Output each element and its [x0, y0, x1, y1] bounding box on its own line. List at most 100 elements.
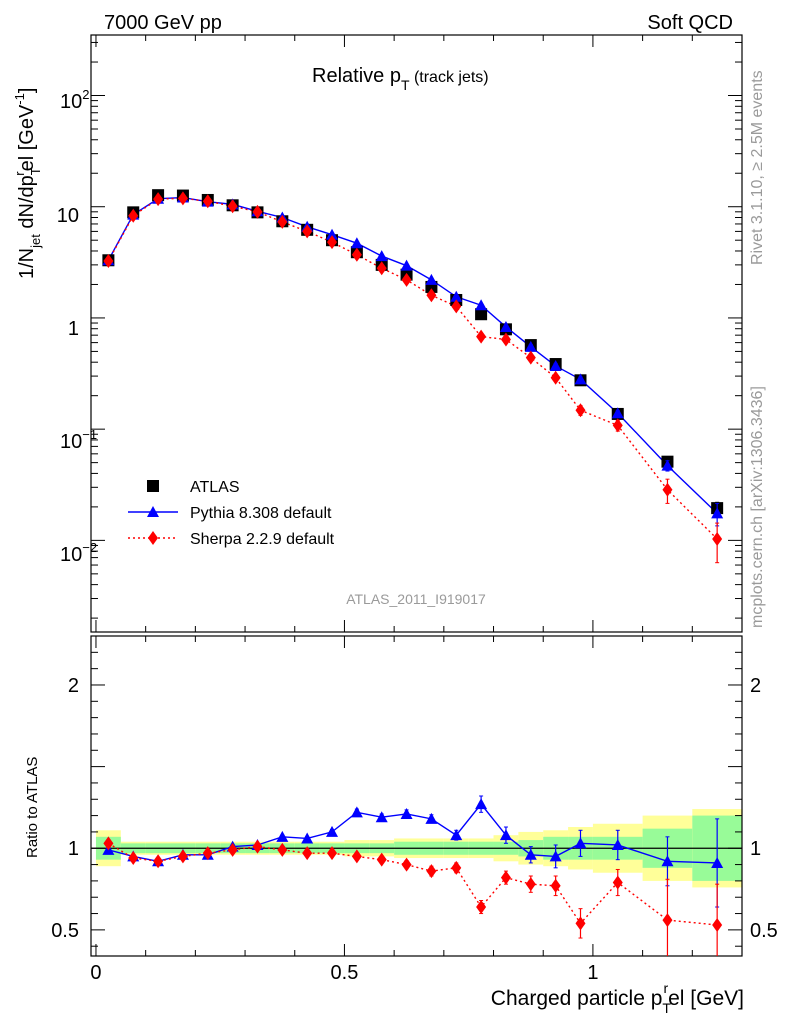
ratio-point-pythia-9 [326, 825, 339, 837]
ratio-ytick-label-right-0.5: 0.5 [750, 920, 778, 942]
main-point-sherpa-10 [351, 247, 362, 262]
main-point-sherpa-19 [575, 403, 586, 418]
ratio-ytick-label-left-1: 1 [68, 838, 79, 860]
ratio-point-sherpa-8 [302, 846, 313, 861]
y-label-main: 1/N [16, 248, 38, 279]
main-point-sherpa-14 [451, 299, 462, 314]
ratio-point-sherpa-3 [177, 849, 188, 864]
main-point-sherpa-4 [202, 194, 213, 209]
ratio-point-sherpa-7 [277, 842, 288, 857]
ytick-label-1: 1 [68, 318, 79, 340]
ratio-point-sherpa-14 [451, 860, 462, 875]
legend-pythia-label: Pythia 8.308 default [190, 505, 332, 522]
ytick-label-1e2: 102 [60, 87, 89, 113]
ratio-point-sherpa-4 [202, 846, 213, 861]
ratio-point-sherpa-13 [426, 864, 437, 879]
main-data-layer [102, 189, 724, 564]
main-point-sherpa-6 [252, 204, 263, 219]
header-right: Soft QCD [647, 12, 733, 34]
y-axis-label: 1/Njet dN/dpTrel [GeV-1] [12, 88, 43, 279]
ratio-point-sherpa-18 [550, 878, 561, 893]
legend-sherpa-label: Sherpa 2.2.9 default [190, 531, 335, 548]
xtick-label-1: 1 [587, 962, 598, 984]
ratio-point-sherpa-22 [712, 917, 723, 932]
main-point-sherpa-7 [277, 214, 288, 229]
ratio-axis-ticks [91, 636, 743, 956]
main-point-pythia-9 [326, 228, 339, 240]
y-label-mid: dN/dp [16, 175, 38, 234]
mcplots-label: mcplots.cern.ch [arXiv:1306.3436] [749, 386, 766, 628]
ratio-point-sherpa-10 [351, 849, 362, 864]
ratio-point-pythia-13 [425, 812, 438, 824]
x-label-main: Charged particle p [491, 987, 663, 1010]
analysis-label: ATLAS_2011_I919017 [346, 591, 486, 607]
main-panel-frame [90, 34, 743, 633]
x-label-sub: T [662, 1000, 671, 1016]
ratio-point-pythia-21 [661, 855, 674, 867]
main-point-sherpa-8 [302, 224, 313, 239]
ratio-point-pythia-19 [574, 837, 587, 849]
main-point-sherpa-1 [128, 208, 139, 223]
ratio-point-sherpa-12 [401, 857, 412, 872]
main-point-sherpa-5 [227, 199, 238, 214]
plot-title-sub: T [401, 77, 410, 93]
legend-pythia-marker [147, 506, 159, 517]
ratio-point-sherpa-2 [153, 854, 164, 869]
ratio-y-tick-labels: 0.5 0.5 1 1 2 2 [51, 675, 778, 942]
ratio-y-axis-label: Ratio to ATLAS [24, 757, 41, 858]
ratio-point-pythia-11 [375, 811, 388, 823]
main-line-pythia [107, 196, 718, 514]
ratio-point-pythia-10 [350, 806, 363, 818]
ratio-ytick-label-right-2: 2 [750, 675, 761, 697]
plot-title-suffix: (track jets) [410, 69, 489, 86]
main-point-pythia-11 [375, 250, 388, 262]
main-point-sherpa-3 [177, 191, 188, 206]
main-point-pythia-13 [425, 273, 438, 285]
main-point-sherpa-20 [612, 418, 623, 433]
ratio-point-pythia-20 [611, 838, 624, 850]
ratio-point-sherpa-5 [227, 842, 238, 857]
main-point-pythia-17 [524, 340, 537, 352]
ytick-label-10: 10 [57, 205, 79, 227]
main-point-sherpa-13 [426, 288, 437, 303]
plot-title: Relative pT (track jets) [312, 65, 489, 93]
main-point-pythia-14 [450, 290, 463, 302]
plot-title-main: Relative p [312, 65, 401, 87]
y-label-sub-t: T [28, 167, 43, 175]
ratio-point-pythia-14 [450, 829, 463, 841]
main-axis-ticks [91, 35, 743, 632]
main-point-sherpa-17 [525, 350, 536, 365]
legend-atlas-label: ATLAS [190, 479, 240, 496]
ratio-point-sherpa-6 [252, 839, 263, 854]
x-label-sup: r [663, 980, 668, 996]
main-point-sherpa-22 [712, 531, 723, 546]
ratio-data-layer [102, 795, 724, 956]
main-point-sherpa-21 [662, 482, 673, 497]
ratio-point-sherpa-1 [128, 851, 139, 866]
main-point-pythia-19 [574, 373, 587, 385]
ratio-point-sherpa-16 [500, 870, 511, 885]
main-point-pythia-12 [400, 259, 413, 271]
ratio-point-pythia-18 [549, 850, 562, 862]
main-point-sherpa-15 [476, 329, 487, 344]
ytick-label-1e-1: 10−1 [60, 427, 97, 453]
main-point-pythia-10 [350, 237, 363, 249]
main-point-pythia-15 [475, 299, 488, 311]
ratio-point-sherpa-20 [612, 875, 623, 890]
ratio-point-pythia-16 [499, 829, 512, 841]
main-point-pythia-21 [661, 459, 674, 471]
xtick-label-0.5: 0.5 [331, 962, 359, 984]
y-label-end: el [GeV [16, 104, 38, 171]
ratio-point-sherpa-0 [103, 836, 114, 851]
ratio-point-pythia-12 [400, 807, 413, 819]
ratio-point-sherpa-21 [662, 913, 673, 928]
y-label-close: ] [16, 88, 38, 94]
main-point-sherpa-11 [376, 261, 387, 276]
ratio-point-pythia-22 [711, 856, 724, 868]
legend-sherpa-marker [148, 531, 158, 545]
y-label-sup-r: r [12, 171, 27, 176]
main-point-atlas-15 [475, 308, 488, 321]
ratio-point-sherpa-19 [575, 916, 586, 931]
main-point-pythia-16 [499, 320, 512, 332]
ratio-point-sherpa-17 [525, 877, 536, 892]
